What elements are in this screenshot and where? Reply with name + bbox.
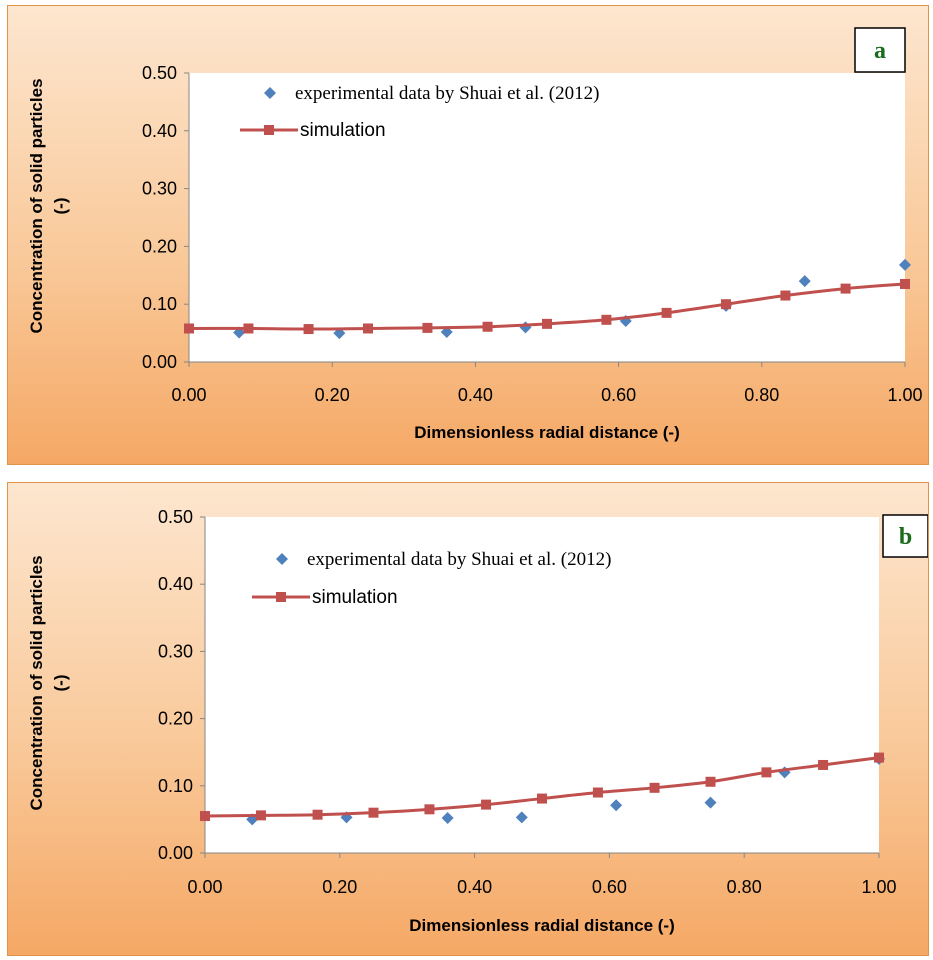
- legend-simulation-marker: [264, 125, 274, 135]
- panel-badge: [882, 514, 928, 558]
- plot-area: [189, 73, 905, 362]
- simulation-marker: [661, 307, 672, 318]
- experimental-point: [515, 811, 528, 824]
- simulation-marker: [840, 283, 851, 294]
- simulation-marker: [780, 290, 791, 301]
- x-tick-label: 1.00: [887, 385, 922, 405]
- simulation-marker: [363, 323, 373, 334]
- y-tick-label: 0.30: [158, 641, 193, 661]
- x-tick-label: 1.00: [861, 877, 896, 897]
- simulation-marker: [874, 752, 884, 763]
- legend-simulation-marker: [276, 592, 286, 602]
- simulation-marker: [424, 804, 435, 815]
- panel-badge-label: b: [899, 524, 912, 550]
- simulation-marker: [592, 787, 603, 798]
- panel-badge: [854, 27, 906, 73]
- y-tick-label: 0.00: [142, 352, 177, 372]
- simulation-marker: [482, 321, 493, 332]
- experimental-point: [899, 258, 911, 271]
- simulation-marker: [537, 793, 547, 804]
- y-tick-label: 0.40: [142, 121, 177, 141]
- simulation-marker: [900, 278, 910, 289]
- chart-panel-a: 0.00 0.10 0.20 0.30 0.40 0.50 0.00 0.20 0.40 0.60…: [7, 5, 929, 465]
- simulation-marker: [542, 318, 552, 329]
- x-tick-label: 0.60: [601, 385, 636, 405]
- y-tick-label: 0.20: [158, 709, 193, 729]
- x-tick-label: 0.00: [171, 385, 206, 405]
- simulation-marker: [243, 323, 254, 334]
- legend-simulation-label: simulation: [312, 587, 398, 608]
- y-tick-label: 0.40: [158, 574, 193, 594]
- legend-simulation-label: simulation: [300, 120, 386, 141]
- legend-experimental-label: experimental data by Shuai et al. (2012): [307, 549, 611, 570]
- experimental-point: [441, 812, 454, 825]
- legend-experimental-label: experimental data by Shuai et al. (2012): [295, 83, 599, 104]
- x-tick-label: 0.20: [322, 877, 357, 897]
- legend-experimental-marker: [276, 553, 288, 565]
- y-tick-label: 0.10: [158, 776, 193, 796]
- x-tick-label: 0.00: [187, 877, 222, 897]
- experimental-point: [610, 799, 623, 812]
- y-tick-label: 0.30: [142, 179, 177, 199]
- y-tick-label: 0.50: [158, 507, 193, 527]
- x-tick-label: 0.40: [457, 877, 492, 897]
- simulation-marker: [255, 810, 266, 821]
- x-axis-title: Dimensionless radial distance (-): [409, 916, 674, 935]
- chart-panel-b: 0.00 0.10 0.20 0.30 0.40 0.50 0.00 0.20 0.40 0.60…: [7, 482, 929, 956]
- simulation-marker: [601, 314, 612, 325]
- panel-badge-label: a: [874, 38, 886, 64]
- chart-b-svg: 0.00 0.10 0.20 0.30 0.40 0.50 0.00 0.20 0.40 0.60…: [27, 507, 928, 935]
- experimental-point: [798, 275, 811, 288]
- x-tick-label: 0.80: [744, 385, 779, 405]
- experimental-point: [704, 796, 717, 809]
- y-axis-title: (-): [51, 198, 70, 215]
- x-tick-label: 0.40: [458, 385, 493, 405]
- y-tick-label: 0.00: [158, 843, 193, 863]
- simulation-marker: [422, 322, 433, 333]
- legend-experimental-marker: [264, 87, 276, 99]
- simulation-marker: [761, 767, 772, 778]
- simulation-marker: [721, 299, 731, 310]
- y-tick-label: 0.20: [142, 236, 177, 256]
- x-tick-label: 0.20: [315, 385, 350, 405]
- y-tick-label: 0.50: [142, 63, 177, 83]
- y-axis-title: Concentration of solid particles: [27, 78, 46, 333]
- simulation-marker: [303, 324, 314, 335]
- simulation-marker: [200, 811, 210, 822]
- chart-a-svg: 0.00 0.10 0.20 0.30 0.40 0.50 0.00 0.20 0.40 0.60…: [27, 27, 923, 442]
- y-axis-title: (-): [51, 675, 70, 692]
- simulation-marker: [312, 809, 323, 820]
- simulation-marker: [184, 323, 194, 334]
- simulation-marker: [368, 807, 379, 818]
- y-axis-title: Concentration of solid particles: [27, 555, 46, 810]
- simulation-marker: [705, 776, 716, 787]
- x-tick-label: 0.60: [592, 877, 627, 897]
- simulation-marker: [649, 782, 660, 793]
- simulation-marker: [481, 799, 492, 810]
- y-tick-label: 0.10: [142, 294, 177, 314]
- x-axis-title: Dimensionless radial distance (-): [414, 423, 679, 442]
- simulation-marker: [818, 759, 829, 770]
- x-tick-label: 0.80: [727, 877, 762, 897]
